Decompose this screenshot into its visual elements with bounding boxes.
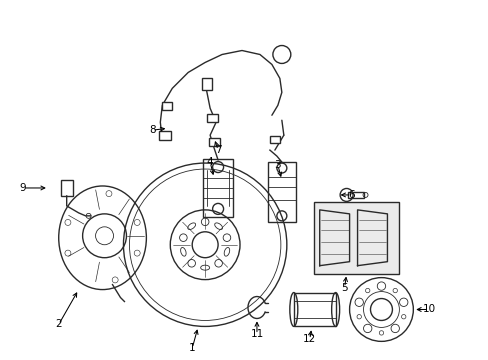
Bar <box>293 293 335 327</box>
Text: 2: 2 <box>55 319 62 329</box>
Bar <box>162 102 172 110</box>
Text: 3: 3 <box>274 160 281 170</box>
Bar <box>269 136 279 143</box>
Bar <box>207 114 218 122</box>
Text: 9: 9 <box>20 183 26 193</box>
Bar <box>209 138 220 146</box>
Bar <box>202 78 212 90</box>
Text: 12: 12 <box>303 334 316 345</box>
Text: 11: 11 <box>250 329 263 339</box>
Text: 10: 10 <box>422 305 435 315</box>
Bar <box>61 180 73 196</box>
Text: 4: 4 <box>206 157 213 167</box>
Bar <box>203 159 233 217</box>
Bar <box>347 192 363 198</box>
Text: 8: 8 <box>149 125 155 135</box>
Text: 5: 5 <box>341 283 347 293</box>
Text: 7: 7 <box>214 145 221 155</box>
Bar <box>313 202 399 274</box>
Bar <box>267 162 295 222</box>
Bar <box>159 131 171 140</box>
Text: 1: 1 <box>188 343 195 354</box>
Text: 6: 6 <box>347 190 354 200</box>
